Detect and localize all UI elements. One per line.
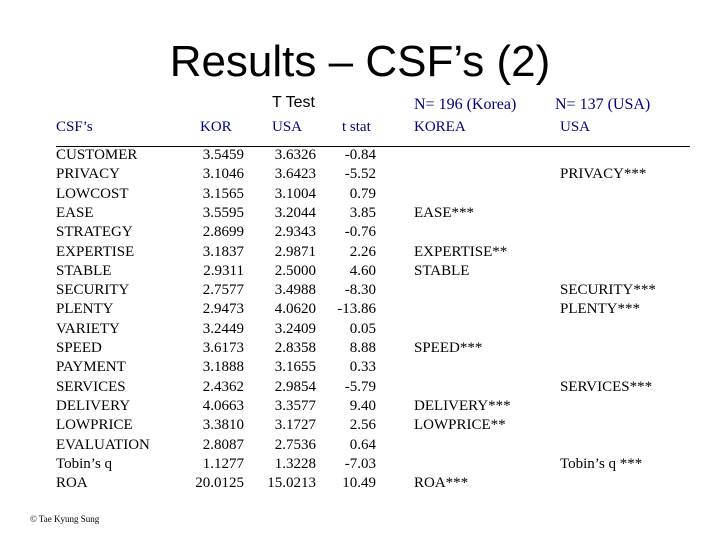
t-stat-cell: 2.26	[349, 243, 376, 260]
kor-mean-cell: 1.1277	[202, 455, 244, 472]
usa-mean-cell: 3.1004	[274, 185, 316, 202]
korea-significant-label: STABLE	[414, 262, 470, 279]
kor-mean-cell: 2.7577	[202, 282, 244, 299]
tstat-column-header: t stat	[342, 119, 371, 135]
t-stat-cell: -5.52	[344, 166, 376, 183]
usa-mean-cell: 15.0213	[267, 475, 316, 492]
usa-mean-cell: 1.3228	[274, 455, 316, 472]
usa-mean-cell: 3.4988	[274, 282, 316, 299]
csf-name-cell: PLENTY	[56, 301, 114, 318]
kor-mean-cell: 4.0663	[202, 397, 244, 414]
csf-name-cell: SPEED	[56, 340, 102, 356]
usa-mean-cell: 3.6423	[274, 166, 316, 183]
usa-column-header: USA	[272, 119, 303, 135]
kor-mean-cell: 3.5595	[202, 204, 244, 221]
kor-mean-cell: 2.4362	[202, 378, 244, 395]
korea-significant-label: DELIVERY***	[414, 397, 511, 414]
korea-significant-label: EXPERTISE**	[414, 243, 508, 260]
csf-name-cell: EASE	[56, 204, 94, 221]
kor-mean-cell: 3.1888	[202, 359, 244, 376]
kor-mean-cell: 2.9473	[202, 301, 244, 318]
kor-mean-cell: 2.9311	[203, 262, 244, 279]
t-stat-cell: -0.76	[344, 224, 376, 241]
t-stat-cell: -5.79	[344, 378, 376, 395]
t-stat-cell: 0.05	[349, 320, 376, 337]
copyright-footer: © Tae Kyung Sung	[30, 514, 100, 524]
csf-name-cell: EXPERTISE	[56, 243, 135, 260]
kor-mean-cell: 3.6173	[202, 340, 244, 356]
usa-mean-cell: 3.1655	[274, 359, 316, 376]
usa-mean-cell: 2.9343	[274, 224, 316, 241]
csf-name-cell: SECURITY	[56, 282, 130, 299]
csf-name-cell: DELIVERY	[56, 397, 131, 414]
csf-name-cell: PRIVACY	[56, 166, 120, 183]
usa-mean-cell: 3.2044	[274, 204, 316, 221]
n-usa-header: N= 137 (USA)	[555, 96, 651, 113]
kor-mean-cell: 3.1565	[202, 185, 244, 202]
t-stat-cell: 0.64	[349, 436, 376, 453]
t-stat-cell: 10.49	[342, 475, 376, 492]
n-korea-header: N= 196 (Korea)	[414, 96, 517, 113]
t-stat-cell: -0.84	[344, 147, 376, 163]
usa-significant-label: PRIVACY***	[560, 166, 647, 183]
usa-mean-cell: 2.9871	[274, 243, 316, 260]
csf-name-cell: PAYMENT	[56, 359, 126, 376]
usa-mean-cell: 2.9854	[274, 378, 316, 395]
csf-name-cell: STABLE	[56, 262, 112, 279]
t-stat-cell: 2.56	[349, 417, 376, 434]
korea-column-header: KOREA	[414, 119, 466, 135]
usa-significant-label: SERVICES***	[560, 378, 653, 395]
usa-significant-label: SECURITY***	[560, 282, 656, 299]
usa-mean-cell: 3.2409	[274, 320, 316, 337]
t-stat-cell: 3.85	[349, 204, 376, 221]
t-stat-cell: 4.60	[349, 262, 376, 279]
korea-significant-label: SPEED***	[414, 340, 483, 356]
csf-name-cell: VARIETY	[56, 320, 120, 337]
korea-significant-label: LOWPRICE**	[414, 417, 506, 434]
usa-mean-cell: 4.0620	[274, 301, 316, 318]
korea-significant-label: EASE***	[414, 204, 474, 221]
t-stat-cell: 0.79	[349, 185, 376, 202]
t-stat-cell: 0.33	[349, 359, 376, 376]
t-stat-cell: -13.86	[337, 301, 376, 318]
t-stat-cell: 8.88	[349, 340, 376, 356]
kor-mean-cell: 2.8087	[202, 436, 244, 453]
csf-name-cell: EVALUATION	[56, 436, 150, 453]
usa-significant-column-header: USA	[560, 119, 591, 135]
kor-mean-cell: 2.8699	[202, 224, 244, 241]
kor-mean-cell: 3.1837	[202, 243, 244, 260]
header-divider	[56, 146, 690, 147]
usa-significant-label: Tobin’s q ***	[560, 455, 643, 472]
kor-mean-cell: 3.3810	[202, 417, 244, 434]
usa-mean-cell: 2.7536	[274, 436, 316, 453]
t-stat-cell: -7.03	[344, 455, 376, 472]
csf-name-cell: Tobin’s q	[56, 455, 113, 472]
usa-mean-cell: 3.3577	[274, 397, 316, 414]
kor-column-header: KOR	[200, 119, 232, 135]
csf-name-cell: LOWPRICE	[56, 417, 133, 434]
csf-name-cell: CUSTOMER	[56, 147, 138, 163]
t-stat-cell: 9.40	[349, 397, 376, 414]
ttest-header: T Test	[272, 94, 315, 111]
csf-name-cell: ROA	[56, 475, 88, 492]
slide-title: Results – CSF’s (2)	[169, 37, 551, 86]
kor-mean-cell: 3.2449	[202, 320, 244, 337]
usa-significant-label: PLENTY***	[560, 301, 640, 318]
csf-name-cell: LOWCOST	[56, 185, 129, 202]
usa-mean-cell: 3.6326	[274, 147, 316, 163]
kor-mean-cell: 3.5459	[202, 147, 244, 163]
usa-mean-cell: 3.1727	[274, 417, 316, 434]
korea-significant-label: ROA***	[414, 475, 469, 492]
csf-name-cell: STRATEGY	[56, 224, 133, 241]
usa-mean-cell: 2.8358	[274, 340, 316, 356]
usa-mean-cell: 2.5000	[274, 262, 316, 279]
kor-mean-cell: 20.0125	[195, 475, 244, 492]
t-stat-cell: -8.30	[344, 282, 376, 299]
kor-mean-cell: 3.1046	[202, 166, 244, 183]
csf-column-header: CSF’s	[56, 119, 93, 135]
csf-name-cell: SERVICES	[56, 378, 126, 395]
